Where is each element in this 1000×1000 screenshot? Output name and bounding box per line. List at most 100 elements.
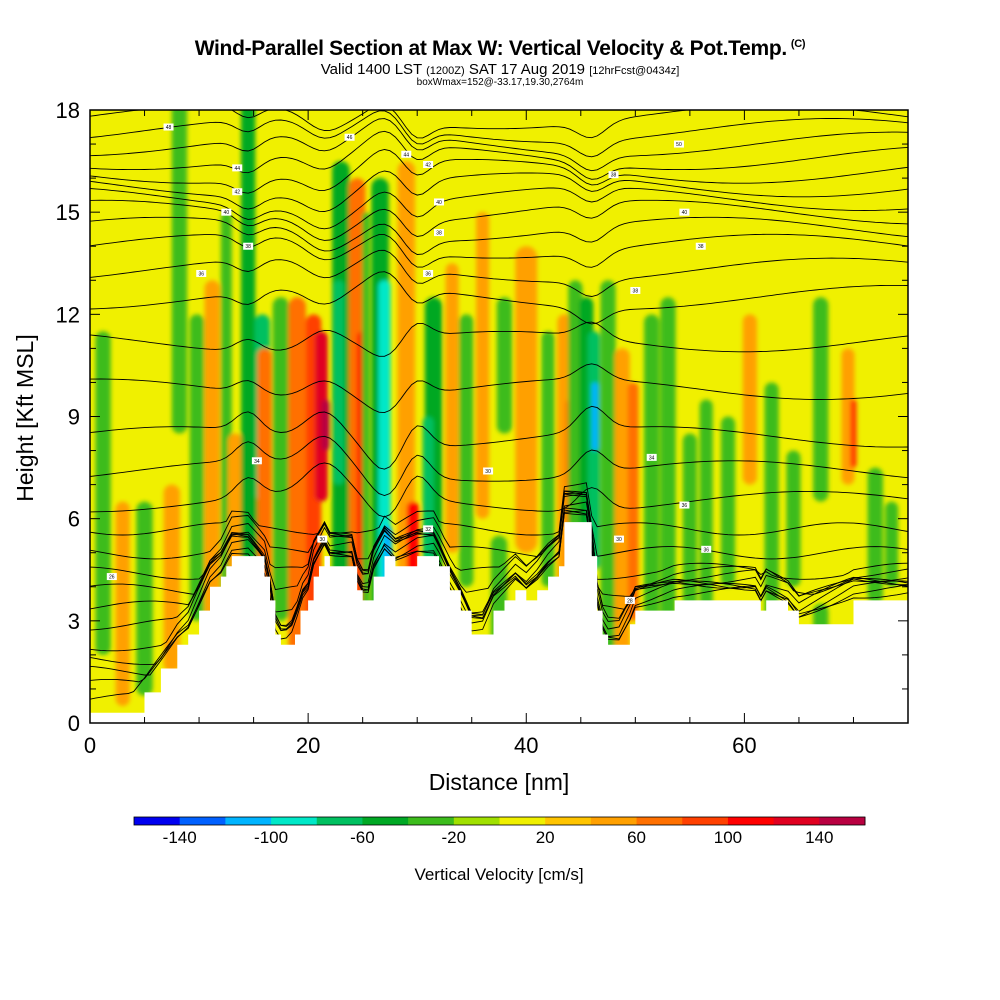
contour-label-text: 36 — [703, 547, 709, 553]
contour-label-bg — [434, 229, 445, 237]
contour-label-text: 26 — [109, 575, 115, 581]
contour-label-bg — [344, 133, 355, 141]
contour-label-text: 48 — [166, 125, 172, 131]
theta-contour-line — [90, 507, 908, 700]
theta-contour-line — [90, 233, 908, 268]
contour-label-bg — [163, 123, 174, 131]
theta-contour-line — [90, 118, 908, 172]
contour-label-bg — [673, 140, 684, 148]
contour-label-text: 42 — [234, 190, 240, 196]
contour-label-bg — [679, 208, 690, 216]
contour-label-text: 40 — [682, 210, 688, 216]
contour-label: 36 — [679, 501, 690, 509]
theta-contour-line — [90, 130, 908, 180]
velocity-band — [786, 450, 801, 587]
theta-contour-line — [90, 490, 908, 597]
valid-date: SAT 17 Aug 2019 — [468, 61, 586, 78]
contour-label: 30 — [483, 467, 494, 475]
valid-z: (1200Z) — [426, 65, 465, 77]
theta-contour-line — [90, 321, 908, 357]
contour-label-bg — [646, 453, 657, 461]
colorbar-tick-label: -60 — [350, 828, 375, 847]
contour-label: 50 — [673, 140, 684, 148]
colorbar-swatch — [773, 817, 820, 825]
velocity-band — [333, 280, 345, 485]
contour-label-text: 38 — [245, 244, 251, 250]
theta-contour-line — [90, 405, 908, 470]
colorbar-swatch — [636, 817, 683, 825]
theta-contour-line — [90, 149, 908, 194]
theta-contour-line — [90, 493, 908, 631]
contour-label: 30 — [317, 535, 328, 543]
contour-label-text: 50 — [676, 142, 682, 148]
box-info: boxWmax=152@-33.17,19.30,2764m — [416, 77, 584, 88]
x-tick-label: 40 — [514, 733, 538, 758]
velocity-band — [476, 212, 490, 519]
contour-label-bg — [423, 269, 434, 277]
velocity-band — [422, 416, 434, 570]
contour-label-text: 30 — [485, 469, 491, 475]
theta-contour-line — [90, 187, 908, 230]
contour-label: 34 — [251, 457, 262, 465]
velocity-band — [136, 501, 153, 696]
colorbar-swatch — [453, 817, 500, 825]
contour-label-bg — [401, 150, 412, 158]
x-tick-label: 20 — [296, 733, 320, 758]
contour-label-text: 38 — [611, 173, 617, 179]
colorbar-swatch — [225, 817, 272, 825]
colorbar-tick-label: 60 — [627, 828, 646, 847]
velocity-band — [591, 382, 599, 451]
contour-label: 46 — [344, 133, 355, 141]
theta-contour-line — [90, 363, 908, 414]
velocity-band — [362, 212, 370, 621]
contour-label: 28 — [624, 596, 635, 604]
theta-contour-line — [90, 271, 908, 325]
contour-label-text: 44 — [234, 166, 240, 172]
contour-label: 38 — [434, 229, 445, 237]
valid-fcst: [12hrFcst@0434z] — [589, 65, 680, 77]
colorbar: -140 -100 -60 -20 20 60 100 140 — [133, 816, 866, 847]
contour-label-bg — [483, 467, 494, 475]
theta-contour-line — [90, 512, 908, 676]
contour-label-bg — [232, 164, 243, 172]
title-text: Wind-Parallel Section at Max W: Vertical… — [194, 37, 788, 60]
contour-label-text: 46 — [347, 135, 353, 141]
contour-label: 38 — [243, 242, 254, 250]
velocity-band — [496, 297, 513, 434]
contour-label-bg — [243, 242, 254, 250]
valid-time-line: Valid 1400 LST (1200Z) SAT 17 Aug 2019 [… — [0, 61, 1000, 78]
valid-main: Valid 1400 LST — [320, 61, 422, 78]
contour-label: 40 — [221, 208, 232, 216]
contour-label-text: 40 — [224, 210, 230, 216]
theta-contour-line — [90, 482, 908, 536]
contour-label-text: 38 — [698, 244, 704, 250]
colorbar-tick-label: 100 — [714, 828, 742, 847]
velocity-band — [850, 399, 857, 468]
contour-label-bg — [251, 457, 262, 465]
theta-contour-line — [90, 110, 908, 158]
velocity-band — [459, 314, 474, 587]
theta-contour-line — [90, 170, 908, 212]
colorbar-swatch — [819, 817, 866, 825]
contour-label: 44 — [401, 150, 412, 158]
theta-contour-line — [90, 110, 908, 139]
contour-label-bg — [221, 208, 232, 216]
colorbar-swatch — [362, 817, 409, 825]
contour-label-text: 44 — [404, 152, 410, 158]
contour-labels: 26 34 30 32 30 30 28 34 36 36 36 38 40 42 44 48 46 44 42 40… — [106, 123, 712, 604]
contour-label-bg — [701, 545, 712, 553]
contour-label-text: 36 — [682, 503, 688, 509]
velocity-band — [627, 382, 639, 621]
colorbar-swatch — [134, 817, 181, 825]
velocity-band — [204, 280, 220, 638]
velocity-band — [644, 314, 660, 689]
contour-label-bg — [608, 171, 619, 179]
velocity-band — [189, 314, 204, 621]
colorbar-swatch — [545, 817, 592, 825]
x-axis-label: Distance [nm] — [429, 769, 570, 795]
contour-label-text: 38 — [633, 288, 639, 294]
contour-label: 38 — [630, 286, 641, 294]
x-tick-label: 60 — [732, 733, 756, 758]
contour-label-bg — [423, 160, 434, 168]
